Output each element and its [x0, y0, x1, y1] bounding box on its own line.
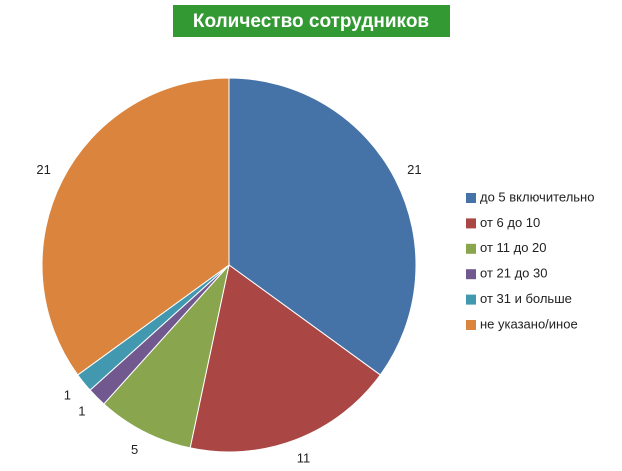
pie-slice [189, 264, 381, 453]
data-label: 1 [64, 387, 71, 402]
legend-label: от 31 и больше [480, 291, 572, 306]
legend-swatch [466, 218, 476, 229]
pie-slice [41, 77, 230, 376]
data-label: 21 [36, 162, 50, 177]
legend-swatch [466, 294, 476, 305]
legend-label: от 11 до 20 [480, 240, 547, 255]
legend-label: от 21 до 30 [480, 266, 547, 281]
data-label: 21 [407, 162, 421, 177]
chart-title: Количество сотрудников [193, 11, 429, 32]
legend-swatch [466, 269, 476, 280]
legend-swatch [466, 243, 476, 254]
pie-slice [103, 263, 230, 449]
pie-slice [228, 77, 417, 376]
title-background [173, 5, 450, 37]
legend-swatch [466, 320, 476, 330]
legend-swatch [466, 193, 476, 203]
legend-label: не указано/иное [480, 316, 578, 331]
legend-label: от 6 до 10 [480, 215, 540, 230]
data-label: 5 [131, 442, 138, 457]
legend-label: до 5 включительно [480, 189, 594, 204]
data-label: 11 [297, 451, 311, 466]
data-label: 1 [78, 404, 85, 419]
